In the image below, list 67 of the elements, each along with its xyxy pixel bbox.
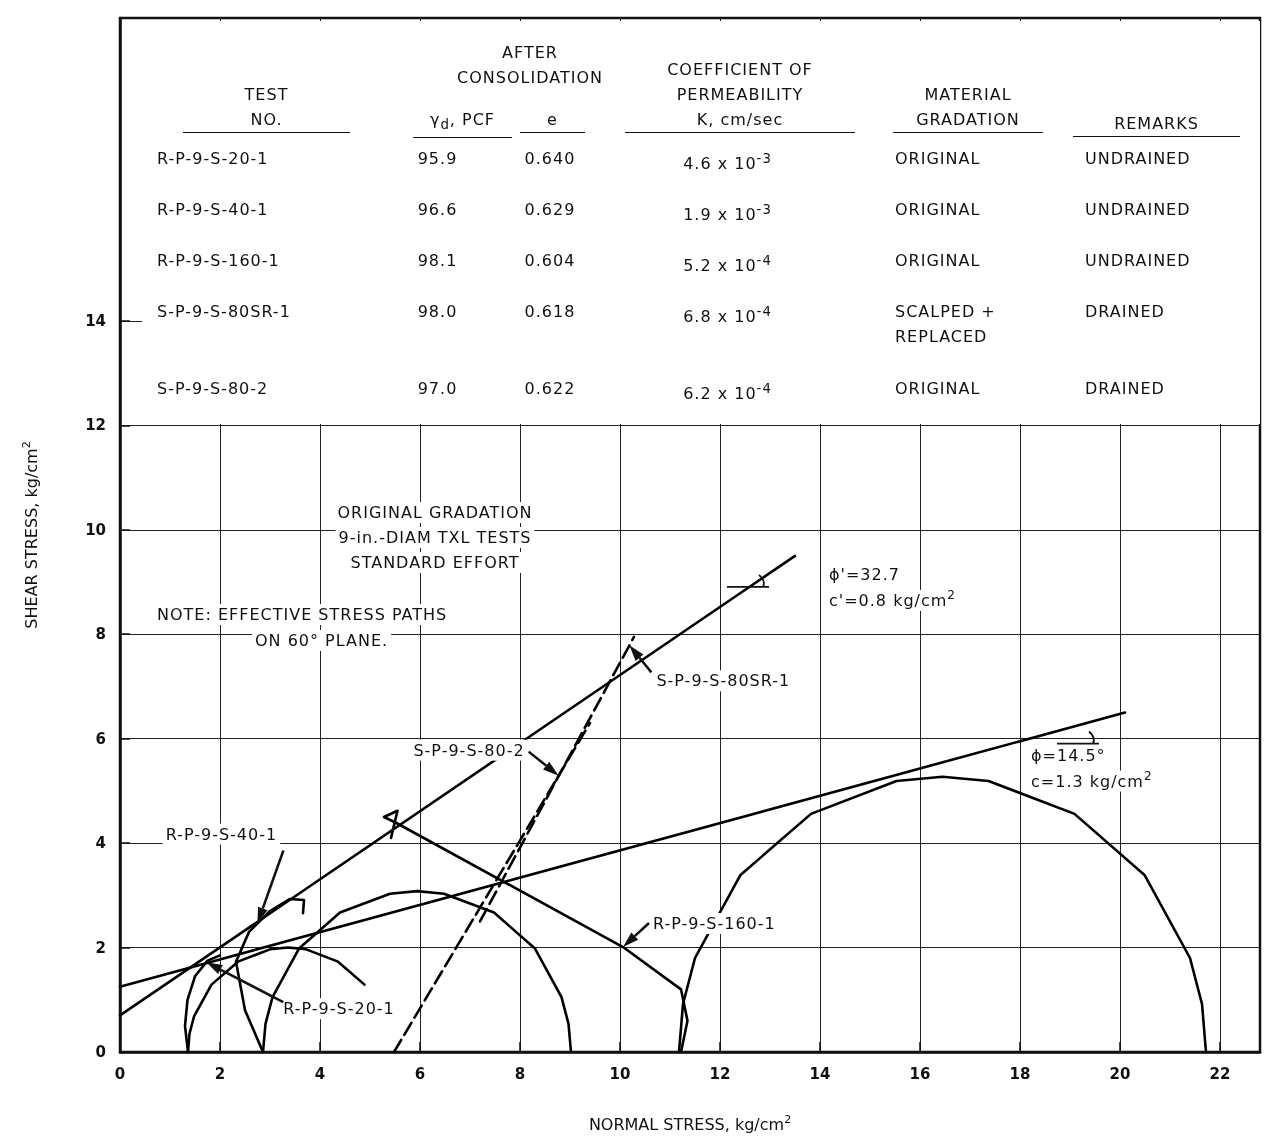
x-tick-label: 6 [414, 1064, 426, 1083]
annotation: TEST NO. [183, 82, 350, 133]
annotation: UNDRAINED [1085, 250, 1192, 272]
annotation: ORIGINAL [895, 378, 982, 400]
x-tick-label: 0 [114, 1064, 126, 1083]
annotation: 98.0 [416, 301, 459, 323]
annotation: 97.0 [416, 378, 459, 400]
annotation: ϕ'=32.7 c'=0.8 kg/cm$^{2}$ [829, 564, 956, 610]
x-tick-label: 4 [314, 1064, 326, 1083]
annotation: 1.9 x 10$^{-3}$ [682, 201, 773, 227]
x-tick-label: 8 [514, 1064, 526, 1083]
annotation: ORIGINAL [895, 199, 982, 221]
annotation: 0.618 [523, 301, 577, 323]
annotation: 6.8 x 10$^{-4}$ [682, 303, 773, 329]
annotation: 95.9 [416, 148, 459, 170]
annotation: UNDRAINED [1085, 199, 1192, 221]
annotation: 0.622 [523, 378, 577, 400]
annotation: 0.629 [523, 199, 577, 221]
annotation: ORIGINAL GRADATION 9-in.-DIAM TXL TESTS STANDARD EFFORT [337, 503, 533, 572]
text: R-P-9-S-40-1 [165, 824, 278, 844]
annotation: COEFFICIENT OF PERMEABILITY K, cm/sec [625, 57, 855, 133]
text: R-P-9-S-20-1 [283, 999, 395, 1019]
annotation: S-P-9-S-80SR-1 [157, 301, 292, 323]
annotation: γ$_{d}$, PCF [413, 107, 512, 139]
annotation: DRAINED [1085, 378, 1166, 400]
annotation: R-P-9-S-20-1 [157, 148, 270, 170]
x-tick-label: 20 [1109, 1064, 1131, 1083]
annotation: e [520, 107, 585, 133]
y-axis-title: SHEAR STRESS, kg/cm2 [20, 441, 41, 629]
annotation: 0.604 [523, 250, 577, 272]
y-tick-label: 14 [85, 311, 106, 330]
annotation: 96.6 [416, 199, 459, 221]
y-tick-label: 12 [85, 416, 106, 435]
x-tick-label: 14 [809, 1064, 831, 1083]
annotation: 5.2 x 10$^{-4}$ [682, 252, 773, 278]
series-label: R-P-9-S-160-1 [653, 914, 776, 934]
annotation: MATERIAL GRADATION [893, 82, 1043, 133]
annotation: 0.640 [523, 148, 577, 170]
annotation: ORIGINAL [895, 250, 982, 272]
annotation: 6.2 x 10$^{-4}$ [682, 380, 773, 406]
annotation: UNDRAINED [1085, 148, 1192, 170]
annotation: ϕ=14.5° c=1.3 kg/cm$^{2}$ [1031, 745, 1153, 791]
annotation: AFTER CONSOLIDATION [456, 42, 604, 89]
y-tick-label: 10 [85, 520, 106, 539]
annotation: R-P-9-S-160-1 [157, 250, 281, 272]
y-tick-label: 0 [95, 1043, 106, 1061]
y-tick-label: 6 [95, 729, 106, 748]
x-tick-label: 10 [609, 1064, 631, 1083]
y-tick-label: 8 [95, 625, 106, 644]
y-tick-label: 2 [95, 938, 106, 957]
x-tick-label: 22 [1209, 1064, 1231, 1083]
annotation: S-P-9-S-80-2 [157, 378, 270, 400]
x-tick-label: 18 [1009, 1064, 1031, 1083]
text: S-P-9-S-80SR-1 [656, 671, 791, 691]
x-tick-label: 16 [909, 1064, 931, 1083]
annotation: SCALPED + REPLACED [895, 301, 997, 348]
annotation: 98.1 [416, 250, 459, 272]
annotation: R-P-9-S-40-1 [157, 199, 270, 221]
x-tick-label: 2 [214, 1064, 226, 1083]
annotation: ORIGINAL [895, 148, 982, 170]
y-tick-label: 4 [95, 834, 106, 853]
annotation: DRAINED [1085, 301, 1166, 323]
annotation: NOTE: EFFECTIVE STRESS PATHS ON 60° PLANE. [157, 605, 448, 650]
annotation: REMARKS [1073, 111, 1240, 137]
text: S-P-9-S-80-2 [413, 740, 525, 760]
annotation: 4.6 x 10$^{-3}$ [682, 150, 773, 176]
x-tick-label: 12 [709, 1064, 731, 1083]
